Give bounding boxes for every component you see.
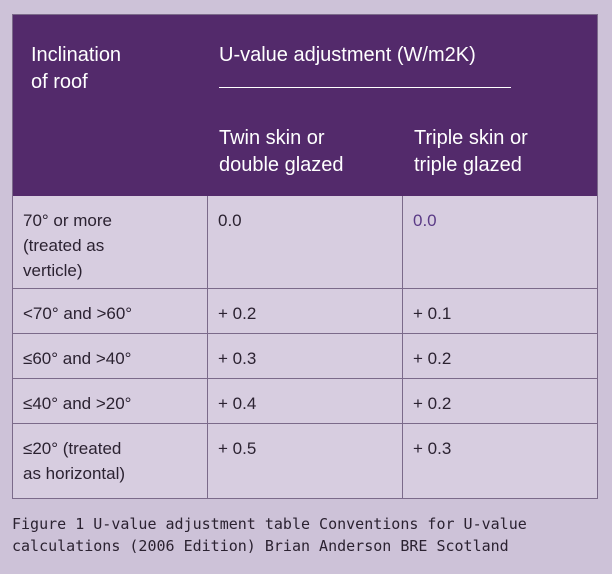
cell-inclination: ≤60° and >40° bbox=[13, 334, 208, 378]
table-body: 70° or more (treated as verticle) 0.0 0.… bbox=[13, 196, 597, 498]
cell-inclination: ≤20° (treated as horizontal) bbox=[13, 424, 208, 498]
cell-triple: + 0.2 bbox=[413, 394, 452, 413]
header-inclination: Inclination of roof bbox=[31, 44, 122, 93]
cell-inclination: 70° or more (treated as verticle) bbox=[13, 196, 208, 288]
table-row: <70° and >60° + 0.2 + 0.1 bbox=[13, 289, 597, 334]
table-row: ≤40° and >20° + 0.4 + 0.2 bbox=[13, 379, 597, 424]
u-value-table: Inclination of roof U-value adjustment (… bbox=[12, 14, 598, 499]
cell-twin: + 0.3 bbox=[208, 334, 403, 378]
cell-inclination: ≤40° and >20° bbox=[13, 379, 208, 423]
header-u-value-group: U-value adjustment (W/m2K) bbox=[219, 44, 476, 66]
table-row: ≤60° and >40° + 0.3 + 0.2 bbox=[13, 334, 597, 379]
cell-twin: + 0.4 bbox=[208, 379, 403, 423]
cell-twin: + 0.2 bbox=[208, 289, 403, 333]
header-twin-skin: Twin skin or double glazed bbox=[219, 127, 344, 176]
cell-triple: + 0.3 bbox=[413, 439, 452, 458]
cell-triple: 0.0 bbox=[413, 211, 437, 230]
cell-triple: + 0.1 bbox=[413, 304, 452, 323]
cell-twin: + 0.5 bbox=[208, 424, 403, 498]
table-row: ≤20° (treated as horizontal) + 0.5 + 0.3 bbox=[13, 424, 597, 498]
table-row: 70° or more (treated as verticle) 0.0 0.… bbox=[13, 196, 597, 289]
cell-twin: 0.0 bbox=[208, 196, 403, 288]
cell-triple: + 0.2 bbox=[413, 349, 452, 368]
header-group-divider bbox=[219, 87, 511, 88]
table-header: Inclination of roof U-value adjustment (… bbox=[13, 15, 597, 196]
header-triple-skin: Triple skin or triple glazed bbox=[414, 127, 528, 176]
figure-caption: Figure 1 U-value adjustment table Conven… bbox=[12, 515, 527, 555]
cell-inclination: <70° and >60° bbox=[13, 289, 208, 333]
